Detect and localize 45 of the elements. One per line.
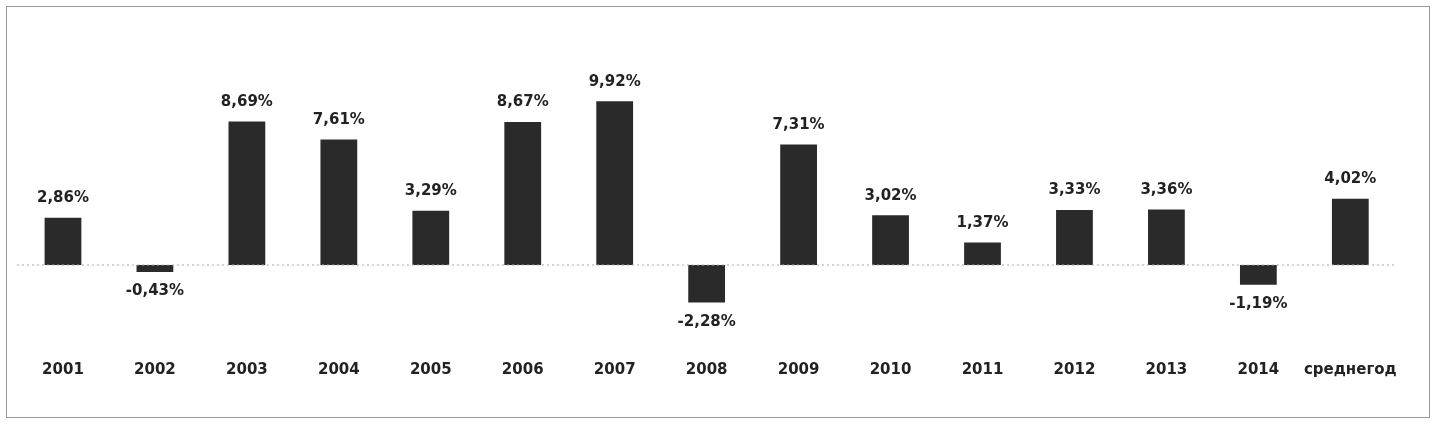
data-label: -1,19% [1229,294,1288,313]
x-tick-label: 2008 [685,359,728,378]
bar [44,217,82,265]
x-tick-label: 2007 [593,359,636,378]
x-tick-label: 2012 [1053,359,1096,378]
data-label: -0,43% [125,281,185,300]
bar [228,121,266,265]
data-label: 7,31% [772,114,825,133]
data-label: 7,61% [312,109,365,128]
bar [1148,209,1185,265]
bar [136,265,174,273]
x-tick-label: 2013 [1145,359,1188,378]
bar [596,101,634,265]
x-tick-label: среднегод [1303,359,1397,378]
data-label: 2,86% [36,188,89,207]
x-tick-label: 2011 [961,359,1004,378]
bar [412,210,450,265]
data-label: 9,92% [588,71,641,90]
bar [320,139,358,265]
data-label: 8,67% [496,92,549,111]
x-tick-label: 2002 [134,359,176,378]
data-label: 3,29% [404,181,457,200]
bar [504,121,542,265]
bar [780,144,817,265]
bar [1331,198,1369,265]
x-tick-label: 2003 [226,359,268,378]
data-label: 3,36% [1140,179,1193,198]
data-label: 4,02% [1324,169,1377,188]
x-tick-label: 2001 [42,359,84,378]
bar [688,265,726,303]
x-tick-label: 2009 [777,359,820,378]
x-tick-label: 2006 [501,359,544,378]
x-tick-label: 2004 [317,359,360,378]
x-tick-label: 2005 [409,359,452,378]
x-tick-label: 2010 [869,359,912,378]
bar [872,215,909,265]
data-label: 3,33% [1048,180,1101,199]
x-tick-label: 2014 [1237,359,1280,378]
data-label: 8,69% [220,92,273,111]
bar [1056,210,1093,265]
data-label: 1,37% [956,212,1009,231]
data-label: -2,28% [677,312,736,331]
bar [964,242,1001,265]
data-label: 3,02% [864,185,917,204]
bar [1239,265,1277,285]
